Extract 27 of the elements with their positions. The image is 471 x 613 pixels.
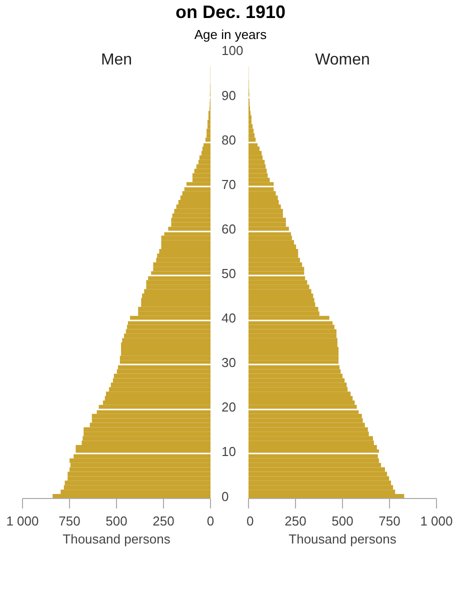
y-tick-label: 70 [222,176,236,192]
y-tick-label: 30 [222,355,236,370]
y-tick-label: 60 [222,221,236,236]
y-tick-label: 50 [222,266,236,281]
text: Men [100,52,132,69]
y-tick-label: 90 [222,88,236,103]
y-tick-label: 20 [222,400,236,415]
y-tick-label: 100 [222,43,244,58]
x-tick-label: 750 [58,514,80,528]
y-tick-label: 80 [222,132,236,148]
x-tick-label: 250 [284,514,306,528]
y-tick-label: 10 [222,444,236,460]
y-tick-label: 40 [222,310,236,326]
y-axis-title: Age in years [194,26,267,44]
x-tick-label: 1 000 [420,514,453,528]
x-tick-label: 0 [206,514,214,528]
x-tick-label: 500 [106,514,128,528]
x-axis-title: Thousand persons [62,532,171,546]
x-tick-label: 750 [378,514,400,528]
chart-title: on Dec. 1910 [175,1,286,24]
y-tick-label: 0 [222,488,229,504]
x-tick-label: 0 [246,514,254,528]
x-tick-label: 1 000 [6,514,39,528]
x-axis-title: Thousand persons [288,532,397,546]
text: Women [315,52,370,69]
x-tick-label: 250 [152,514,174,528]
x-tick-label: 500 [332,514,354,528]
